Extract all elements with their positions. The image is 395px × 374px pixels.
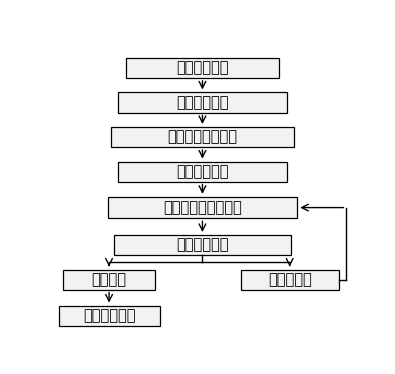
FancyBboxPatch shape (58, 306, 160, 326)
FancyBboxPatch shape (118, 162, 287, 182)
Text: 不满足要求: 不满足要求 (268, 272, 312, 287)
Text: 基体及谱线重叠校正: 基体及谱线重叠校正 (163, 200, 242, 215)
Text: 确定目标元素: 确定目标元素 (176, 61, 229, 76)
FancyBboxPatch shape (111, 127, 294, 147)
Text: 遂选标准物质: 遂选标准物质 (176, 95, 229, 110)
FancyBboxPatch shape (63, 270, 155, 290)
FancyBboxPatch shape (126, 58, 279, 78)
Text: 实际样品验证: 实际样品验证 (176, 237, 229, 252)
FancyBboxPatch shape (107, 197, 297, 218)
Text: 满足要求: 满足要求 (92, 272, 126, 287)
FancyBboxPatch shape (241, 270, 339, 290)
FancyBboxPatch shape (118, 92, 287, 113)
FancyBboxPatch shape (114, 235, 291, 255)
Text: 制备标准样片: 制备标准样片 (176, 164, 229, 179)
Text: 投入生产应用: 投入生产应用 (83, 308, 135, 323)
Text: 优化熶融制样程序: 优化熶融制样程序 (167, 129, 237, 144)
